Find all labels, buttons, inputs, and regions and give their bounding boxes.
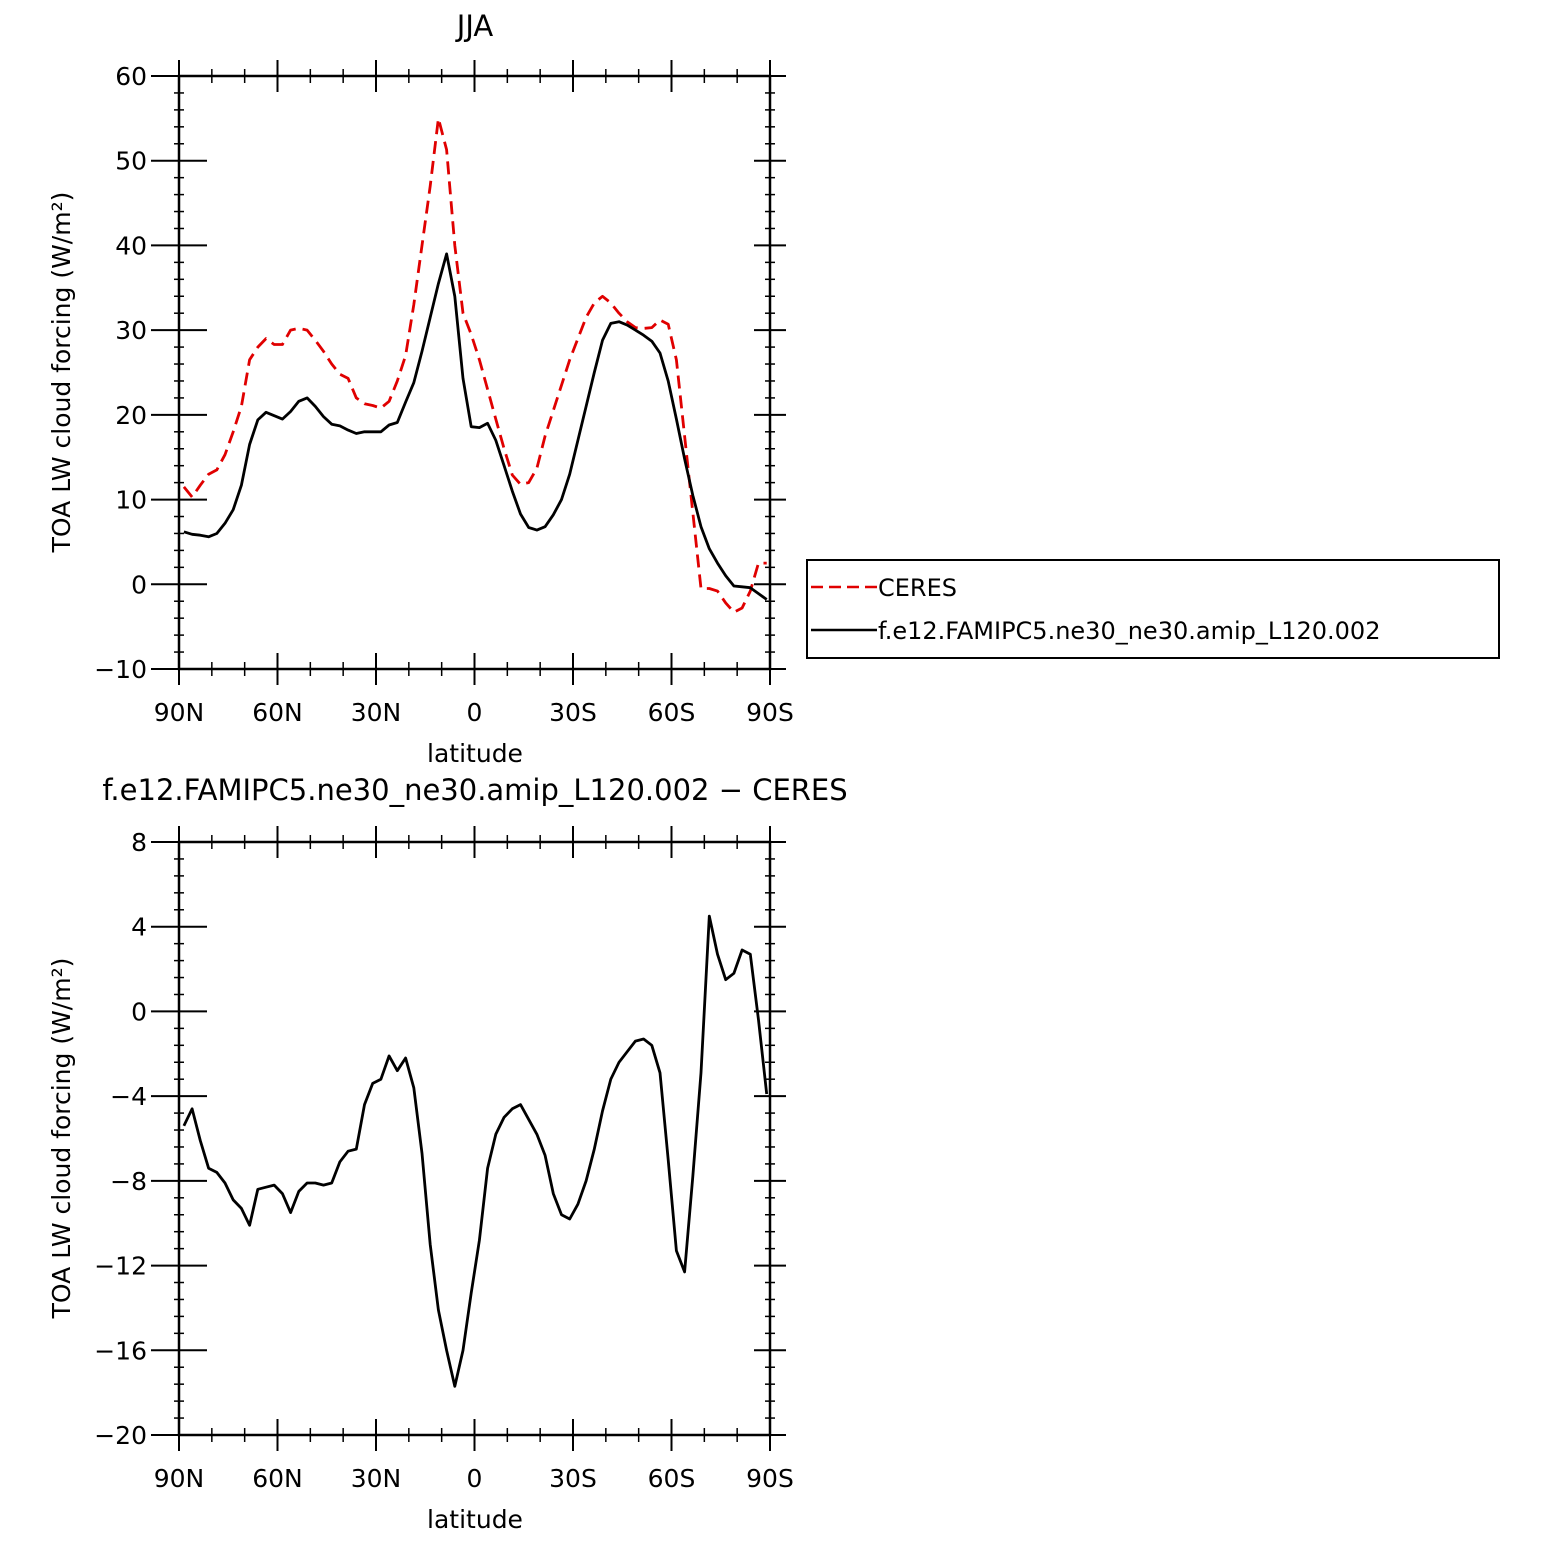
top-y-tick-label: 0 [131, 570, 147, 599]
top-y-tick-label: 10 [115, 486, 147, 515]
top-y-tick-label: 40 [115, 231, 147, 260]
bottom-x-tick-label: 90S [746, 1464, 794, 1493]
top-y-tick-label: −10 [94, 655, 147, 684]
top-y-axis-title: TOA LW cloud forcing (W/m²) [47, 192, 76, 554]
top-y-tick-label: 60 [115, 62, 147, 91]
bottom-y-tick-label: −16 [94, 1336, 147, 1365]
bottom-series-difference-line [182, 914, 769, 1388]
bottom-y-tick-label: 4 [131, 913, 147, 942]
bottom-y-tick-label: 8 [131, 828, 147, 857]
bottom-plot-frame [177, 840, 772, 1437]
top-y-tick-label: 20 [115, 401, 147, 430]
top-x-tick-label: 0 [467, 698, 483, 727]
top-plot-frame [177, 74, 772, 671]
top-ticks-layer: −10 0 10 20 30 40 50 60 90N 60N 30N 0 30S 60S 90S [94, 60, 794, 727]
top-x-tick-label: 60S [648, 698, 696, 727]
bottom-y-tick-label: −8 [110, 1167, 147, 1196]
bottom-y-tick-label: −12 [94, 1252, 147, 1281]
top-x-tick-label: 90S [746, 698, 794, 727]
legend-ceres-label: CERES [878, 574, 957, 602]
top-series-model-line [183, 252, 768, 601]
top-x-tick-label: 90N [154, 698, 205, 727]
top-x-tick-label: 30N [351, 698, 402, 727]
top-series-layer [182, 117, 768, 614]
bottom-panel-title: f.e12.FAMIPC5.ne30_ne30.amip_L120.002 − … [102, 773, 847, 807]
bottom-x-tick-label: 0 [467, 1464, 483, 1493]
bottom-y-axis-title: TOA LW cloud forcing (W/m²) [47, 958, 76, 1320]
bottom-x-tick-label: 30N [351, 1464, 402, 1493]
top-y-tick-label: 50 [115, 147, 147, 176]
bottom-x-tick-label: 30S [549, 1464, 597, 1493]
legend-box [806, 559, 1500, 659]
bottom-y-tick-label: 0 [131, 997, 147, 1026]
top-x-tick-label: 30S [549, 698, 597, 727]
bottom-y-tick-label: −4 [110, 1082, 147, 1111]
top-panel-title: JJA [455, 9, 494, 43]
bottom-panel: f.e12.FAMIPC5.ne30_ne30.amip_L120.002 − … [47, 773, 848, 1534]
legend: CERES f.e12.FAMIPC5.ne30_ne30.amip_L120.… [806, 559, 1500, 659]
bottom-x-tick-label: 90N [154, 1464, 205, 1493]
bottom-series-layer [182, 914, 769, 1388]
bottom-x-tick-label: 60N [252, 1464, 303, 1493]
top-series-ceres-line [182, 117, 767, 614]
top-x-tick-label: 60N [252, 698, 303, 727]
top-y-tick-label: 30 [115, 316, 147, 345]
bottom-ticks-layer: −20 −16 −12 −8 −4 0 4 8 90N 60N 30N 0 30S 60S 90S [94, 826, 794, 1493]
bottom-x-tick-label: 60S [648, 1464, 696, 1493]
bottom-y-tick-label: −20 [94, 1421, 147, 1450]
bottom-x-axis-title: latitude [427, 1505, 523, 1534]
legend-model-label: f.e12.FAMIPC5.ne30_ne30.amip_L120.002 [878, 617, 1380, 645]
top-x-axis-title: latitude [427, 739, 523, 768]
